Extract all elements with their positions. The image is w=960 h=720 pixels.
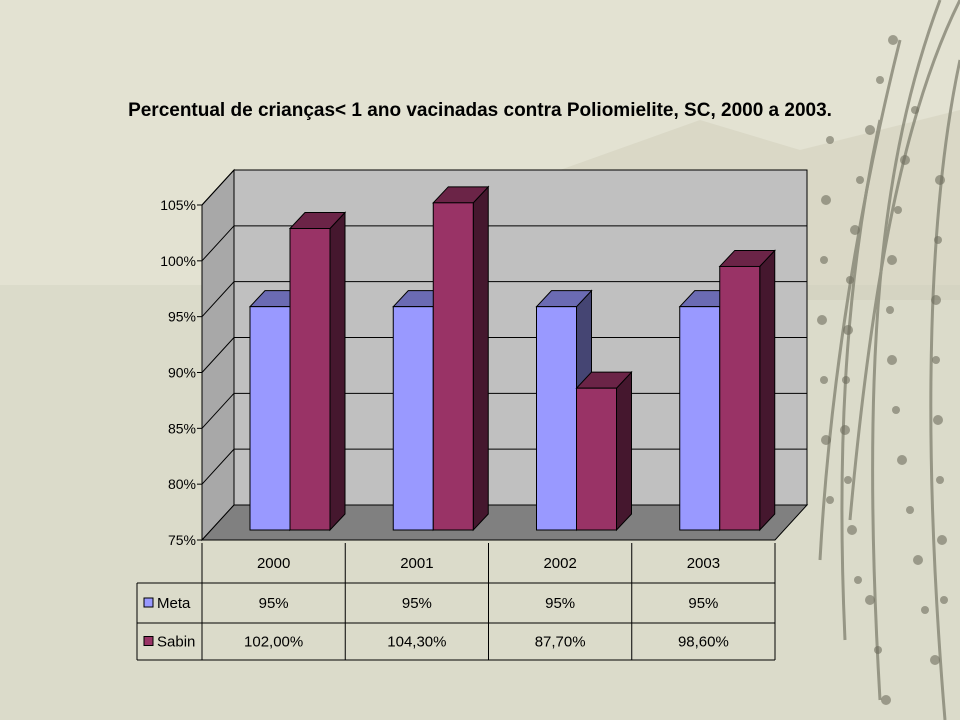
y-tick-label: 95% bbox=[168, 309, 196, 325]
bar-front bbox=[576, 387, 617, 531]
bar-front bbox=[289, 228, 331, 531]
chart-floor bbox=[200, 504, 809, 541]
bar-front bbox=[536, 306, 577, 531]
data-label: 98,60% bbox=[678, 634, 729, 651]
y-tick-label: 75% bbox=[168, 532, 196, 548]
bar-front bbox=[719, 265, 761, 531]
bar-sabin-2002 bbox=[575, 370, 633, 532]
gridline bbox=[201, 225, 807, 262]
bar-front bbox=[392, 306, 434, 531]
y-tick-label: 90% bbox=[168, 365, 196, 381]
x-category-label: 2001 bbox=[400, 555, 433, 572]
bar-sabin-2001 bbox=[432, 185, 490, 532]
data-label: 95% bbox=[688, 595, 718, 612]
x-category-label: 2003 bbox=[687, 555, 720, 572]
bar-side bbox=[472, 185, 489, 532]
legend-label-meta: Meta bbox=[157, 595, 191, 612]
gridline bbox=[201, 337, 807, 373]
gridline bbox=[201, 169, 807, 206]
data-label: 95% bbox=[259, 595, 289, 612]
bar-side bbox=[759, 249, 776, 532]
bar-sabin-2003 bbox=[718, 249, 776, 532]
bar-front bbox=[432, 202, 474, 531]
y-tick-label: 105% bbox=[160, 197, 196, 213]
data-label: 95% bbox=[402, 595, 432, 612]
bar-side bbox=[329, 211, 346, 532]
legend-label-sabin: Sabin bbox=[157, 634, 195, 651]
data-label: 104,30% bbox=[387, 634, 446, 651]
bar-side bbox=[616, 370, 632, 532]
gridline bbox=[201, 281, 807, 318]
x-category-label: 2000 bbox=[257, 555, 290, 572]
bar-front bbox=[249, 306, 291, 531]
data-label: 102,00% bbox=[244, 634, 303, 651]
bar-front bbox=[679, 306, 721, 531]
data-label: 87,70% bbox=[535, 634, 586, 651]
data-label: 95% bbox=[545, 595, 575, 612]
chart-title: Percentual de crianças< 1 ano vacinadas … bbox=[128, 100, 832, 121]
legend-swatch-sabin bbox=[143, 636, 154, 646]
y-tick-label: 80% bbox=[168, 476, 196, 492]
y-tick-label: 100% bbox=[160, 253, 196, 269]
x-category-label: 2002 bbox=[543, 555, 576, 572]
legend-swatch-meta bbox=[143, 597, 154, 608]
bar-sabin-2000 bbox=[288, 211, 347, 532]
y-tick-label: 85% bbox=[168, 420, 196, 436]
